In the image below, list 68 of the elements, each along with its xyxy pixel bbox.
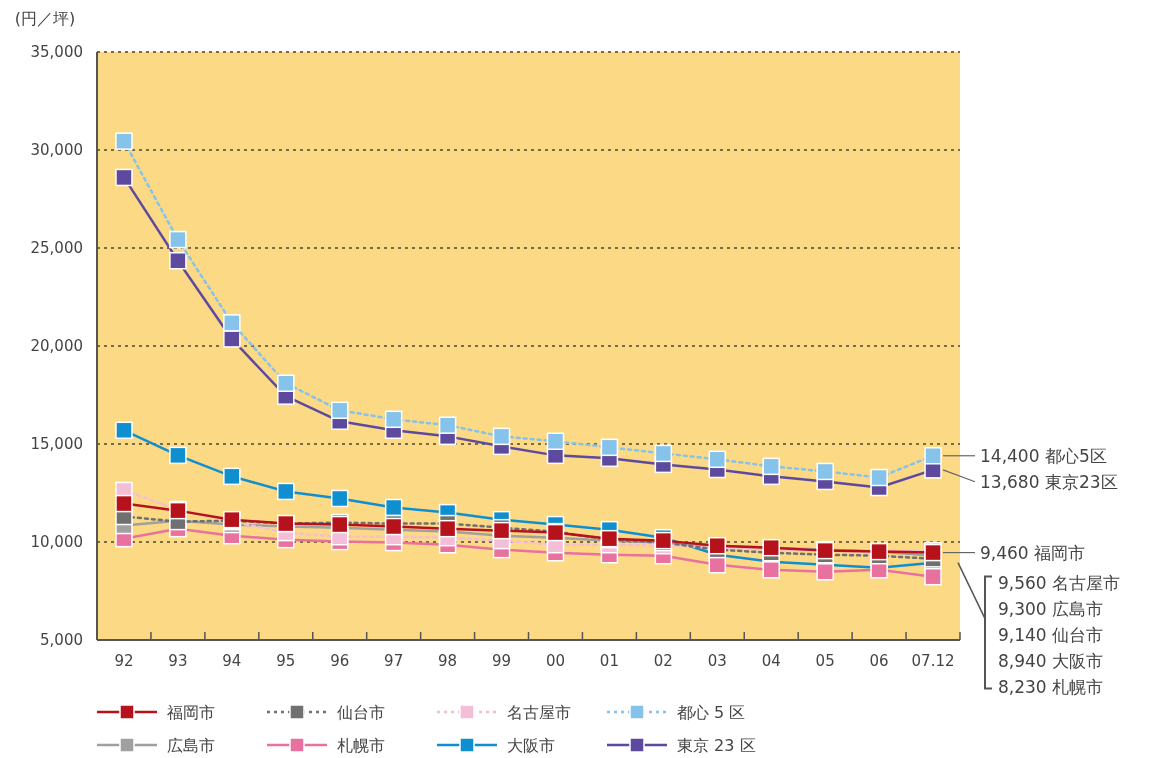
x-tick-label: 06 (869, 652, 889, 670)
annotation: 9,460 福岡市 (980, 542, 1086, 563)
legend-label: 札幌市 (337, 736, 385, 755)
y-axis-title: (円／坪) (14, 9, 76, 28)
point (330, 401, 349, 420)
legend-label: 福岡市 (167, 703, 215, 722)
x-tick-label: 00 (545, 652, 566, 670)
x-tick-label: 07.12 (911, 652, 955, 670)
x-tick-label: 94 (222, 652, 242, 670)
point (762, 561, 780, 579)
point (762, 457, 780, 476)
text: 9,140 仙台市 (998, 624, 1104, 645)
annotation: 13,680 東京23区 (980, 471, 1118, 492)
point (546, 432, 565, 451)
x-tick-label: 03 (707, 652, 727, 670)
legend-label: 東京 23 区 (677, 736, 756, 755)
legend-label: 広島市 (167, 736, 215, 755)
x-tick-label: 04 (761, 652, 781, 670)
point (223, 467, 241, 486)
x-tick-label: 99 (491, 652, 512, 670)
point (277, 374, 295, 392)
y-tick-label: 20,000 (30, 337, 83, 355)
point (654, 444, 673, 463)
annotation: 14,400 都心5区 (980, 445, 1107, 466)
x-tick-label: 97 (384, 652, 404, 670)
y-tick-label: 30,000 (30, 141, 83, 159)
point (169, 230, 187, 249)
x-tick-label: 05 (815, 652, 835, 670)
point (924, 567, 942, 586)
text: 9,300 広島市 (998, 598, 1104, 619)
text: 8,940 大阪市 (998, 650, 1104, 671)
point (924, 447, 942, 465)
y-tick-label: 5,000 (40, 631, 83, 649)
point (330, 489, 349, 508)
y-tick-label: 10,000 (30, 533, 83, 551)
point (600, 438, 619, 457)
point (115, 421, 133, 440)
point (115, 132, 133, 150)
legend-label: 都心 5 区 (677, 703, 746, 722)
x-tick-label: 95 (276, 652, 296, 670)
y-tick-label: 15,000 (30, 435, 83, 453)
point (169, 251, 187, 270)
legend-label: 仙台市 (337, 703, 385, 722)
x-tick-label: 93 (168, 652, 188, 670)
point (870, 468, 888, 487)
legend-label: 名古屋市 (507, 703, 571, 722)
x-tick-label: 98 (438, 652, 458, 670)
x-tick-label: 96 (330, 652, 350, 670)
point (708, 450, 727, 469)
x-tick-label: 92 (114, 652, 134, 670)
point (115, 494, 133, 513)
point (384, 410, 403, 429)
point (223, 330, 241, 348)
x-tick-label: 01 (599, 652, 619, 670)
x-tick-label: 02 (653, 652, 673, 670)
text: 8,230 札幌市 (998, 676, 1104, 697)
point (438, 416, 457, 434)
y-tick-label: 25,000 (30, 239, 83, 257)
point (223, 314, 241, 332)
legend-label: 大阪市 (507, 736, 555, 755)
text: 9,560 名古屋市 (998, 572, 1121, 593)
point (277, 482, 295, 501)
y-tick-label: 35,000 (30, 43, 83, 61)
point (816, 563, 834, 581)
point (492, 427, 511, 446)
point (115, 168, 133, 187)
point (816, 462, 834, 481)
point (169, 446, 187, 465)
